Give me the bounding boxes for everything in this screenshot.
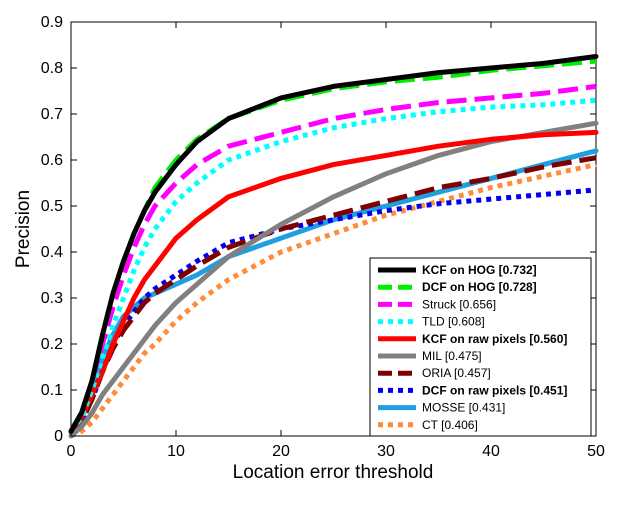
y-tick-label: 0.3 xyxy=(41,290,63,307)
x-tick-label: 20 xyxy=(272,443,290,460)
legend-label: TLD [0.608] xyxy=(422,315,485,329)
y-tick-label: 0.5 xyxy=(41,198,63,215)
y-axis-label: Precision xyxy=(13,190,34,268)
x-tick-label: 50 xyxy=(587,443,605,460)
legend: KCF on HOG [0.732] DCF on HOG [0.728] Stru… xyxy=(369,257,592,437)
legend-label: MOSSE [0.431] xyxy=(422,401,505,415)
legend-label: ORIA [0.457] xyxy=(422,366,491,380)
legend-label: DCF on raw pixels [0.451] xyxy=(422,383,567,397)
x-tick-label: 10 xyxy=(167,443,185,460)
series-lines xyxy=(68,54,599,439)
y-tick-label: 0.9 xyxy=(41,14,63,31)
y-tick-label: 0.8 xyxy=(41,60,63,77)
legend-label: DCF on HOG [0.728] xyxy=(422,280,537,294)
legend-label: CT [0.406] xyxy=(422,418,478,432)
y-tick-label: 0.1 xyxy=(41,382,63,399)
x-tick-label: 40 xyxy=(482,443,500,460)
legend-label: KCF on HOG [0.732] xyxy=(422,263,537,277)
y-tick-label: 0.7 xyxy=(41,106,63,123)
y-tick-label: 0.2 xyxy=(41,336,63,353)
series-line xyxy=(68,129,599,434)
x-axis-label: Location error threshold xyxy=(233,462,434,483)
legend-label: KCF on raw pixels [0.560] xyxy=(422,332,567,346)
series-line xyxy=(68,54,599,434)
y-tick-label: 0 xyxy=(54,428,63,445)
y-tick-label: 0.6 xyxy=(41,152,63,169)
legend-label: MIL [0.475] xyxy=(422,349,482,363)
series-line xyxy=(69,162,597,439)
axis-ticks: 0 10 20 30 40 50 0 0.1 0.2 0.3 0.4 0.5 0.6 0.7 0.8 0.9 xyxy=(41,14,605,460)
x-tick-label: 0 xyxy=(67,443,76,460)
series-line xyxy=(68,120,599,439)
legend-label: Struck [0.656] xyxy=(422,297,496,311)
y-tick-label: 0.4 xyxy=(41,244,63,261)
x-tick-label: 30 xyxy=(377,443,395,460)
series-line xyxy=(69,97,597,433)
